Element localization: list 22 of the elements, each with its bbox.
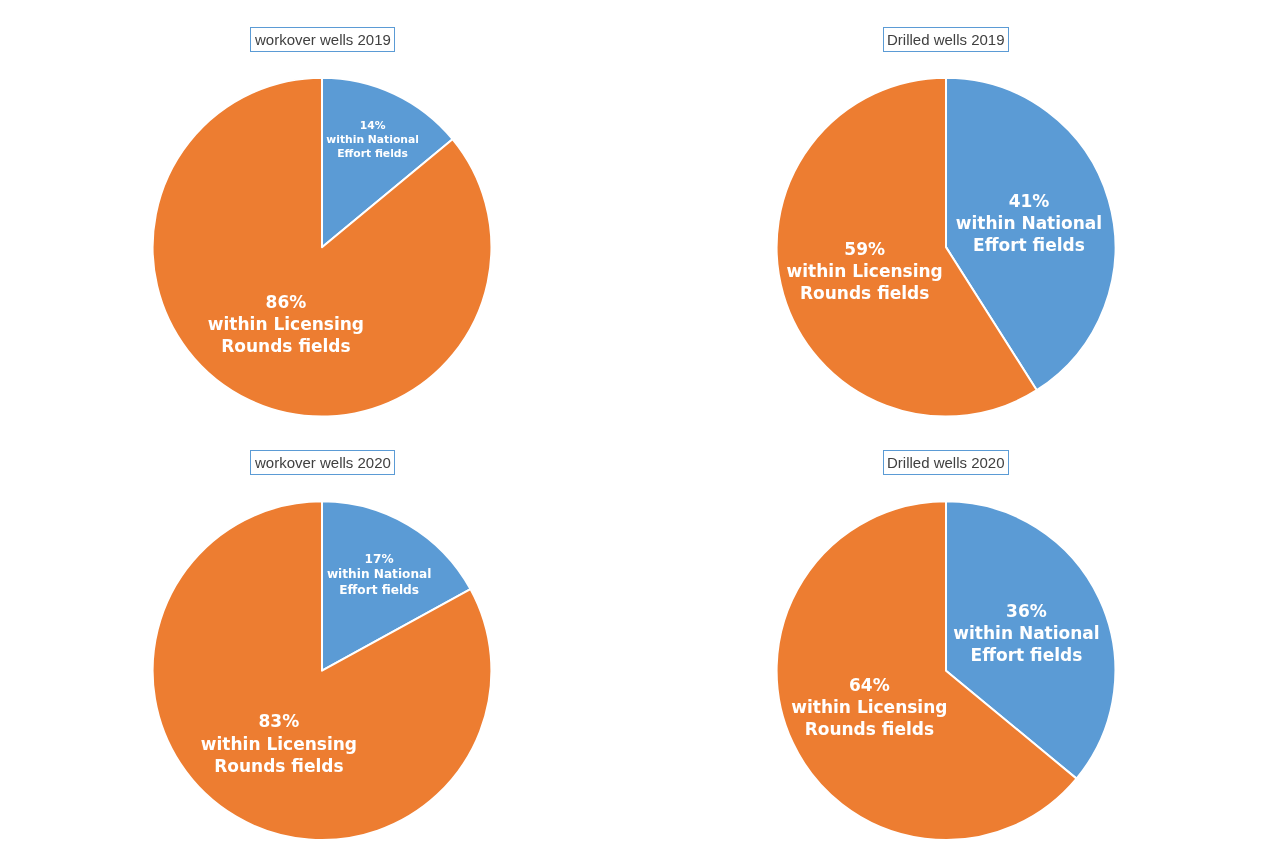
slice-label: within National Effort fields (955, 213, 1103, 256)
data-label: 14% (359, 119, 386, 133)
chart-title: Drilled wells 2019 (887, 31, 1005, 48)
chart-title: Drilled wells 2020 (887, 454, 1005, 471)
slice-label: within National Effort fields (326, 133, 419, 161)
data-label: 36% (1006, 600, 1047, 621)
data-label: 83% (258, 711, 300, 732)
chart-title: workover wells 2020 (254, 454, 391, 471)
slice-label: within Licensing Rounds fields (200, 733, 357, 776)
pie-slice (151, 500, 493, 841)
slice-label: within National Effort fields (953, 622, 1100, 665)
chart-title: workover wells 2019 (254, 31, 391, 48)
data-label: 17% (364, 551, 394, 566)
slice-label: within National Effort fields (326, 567, 432, 598)
pie-slice (151, 76, 493, 418)
slice-label: within Licensing Rounds fields (207, 313, 365, 356)
data-label: 64% (849, 674, 890, 695)
data-label: 86% (265, 291, 307, 312)
slice-label: within Licensing Rounds fields (786, 260, 943, 303)
slice-label: within Licensing Rounds fields (791, 696, 948, 739)
data-label: 59% (844, 238, 886, 259)
data-label: 41% (1008, 190, 1050, 211)
